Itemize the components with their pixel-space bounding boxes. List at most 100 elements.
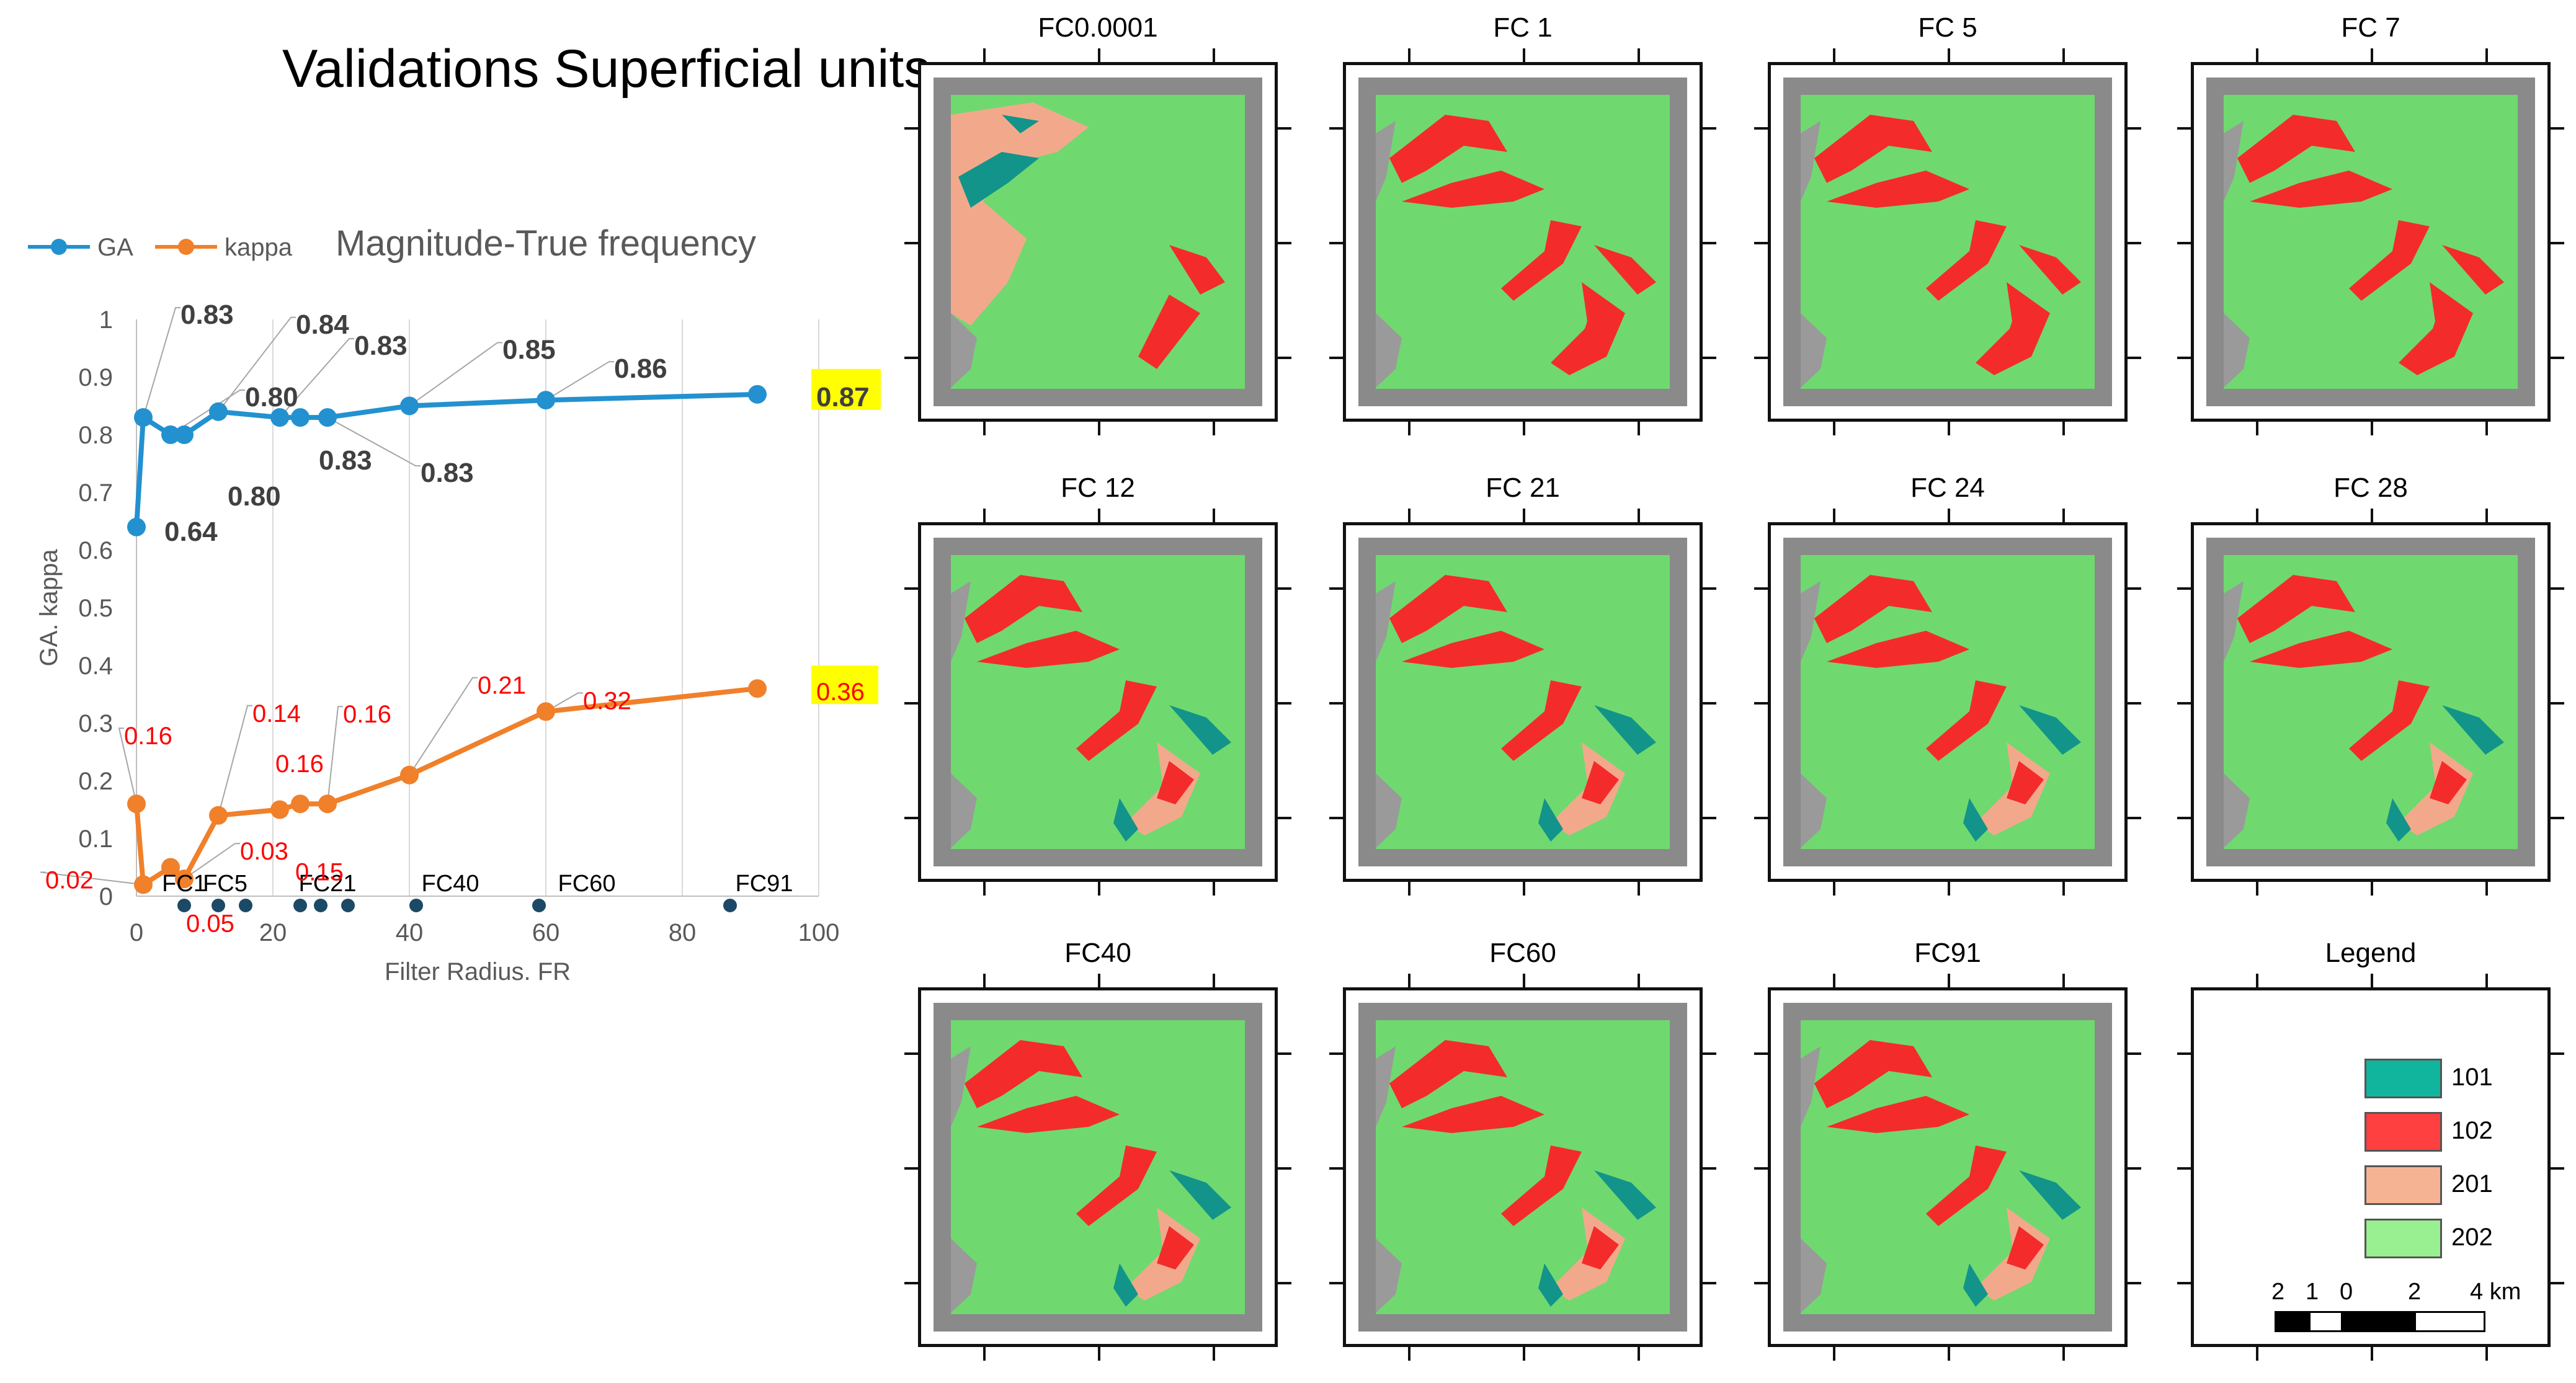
frame-tick	[1754, 702, 1768, 705]
frame-tick	[1523, 48, 1525, 62]
frame-tick	[2177, 817, 2191, 819]
unit-102-area	[1501, 1145, 1582, 1226]
y-tick-label: 0.9	[78, 364, 113, 391]
data-point-ga	[175, 425, 194, 444]
map-panel: FC 7	[2177, 12, 2564, 435]
map-panel-title: FC 28	[2333, 473, 2408, 503]
frame-tick	[1833, 422, 1835, 435]
data-label-ga: 0.80	[245, 382, 298, 412]
frame-tick	[2128, 702, 2141, 705]
map-panel-title: FC 21	[1486, 473, 1560, 503]
filter-marker-label: FC5	[203, 871, 247, 897]
frame-tick	[1833, 1347, 1835, 1361]
frame-tick	[2128, 817, 2141, 819]
highlight-box	[811, 665, 878, 705]
frame-tick	[1329, 817, 1343, 819]
frame-tick	[1213, 974, 1215, 987]
map-panel-title: FC 1	[1493, 12, 1553, 43]
frame-tick	[1408, 974, 1411, 987]
unit-101-area	[1113, 1263, 1138, 1307]
frame-tick	[1703, 242, 1716, 244]
frame-tick	[1833, 48, 1835, 62]
filter-marker	[341, 899, 355, 912]
frame-tick	[1278, 357, 1291, 359]
frame-tick	[1213, 882, 1215, 896]
frame-tick	[1329, 1052, 1343, 1055]
figure-title: Validations Superficial units	[282, 39, 931, 99]
frame-tick	[2551, 817, 2564, 819]
frame-tick	[1638, 882, 1640, 896]
map-panel: FC 1	[1329, 12, 1716, 435]
unit-102-area	[2237, 575, 2355, 643]
data-point-kappa	[134, 875, 153, 894]
legend-item-label: 201	[2451, 1170, 2493, 1198]
frame-tick	[2128, 1052, 2141, 1055]
filter-marker	[532, 899, 546, 912]
filter-marker	[177, 899, 191, 912]
data-label-kappa: 0.03	[240, 838, 288, 865]
frame-tick	[2062, 509, 2065, 522]
frame-tick	[1098, 1347, 1100, 1361]
frame-tick	[2128, 357, 2141, 359]
frame-tick	[904, 587, 918, 590]
leader-line	[409, 342, 502, 407]
frame-tick	[1523, 882, 1525, 896]
frame-tick	[983, 509, 986, 522]
x-tick-label: 40	[396, 919, 424, 946]
label-leader-lines	[40, 307, 614, 886]
data-point-kappa	[209, 806, 228, 825]
frame-tick	[2256, 509, 2258, 522]
frame-tick	[1523, 422, 1525, 435]
frame-tick	[1754, 817, 1768, 819]
unit-channel-area	[2442, 705, 2504, 755]
unit-101-area	[1963, 798, 1988, 842]
y-tick-label: 0.7	[78, 479, 113, 507]
leader-line	[118, 727, 137, 804]
frame-tick	[2485, 509, 2488, 522]
frame-tick	[1754, 1052, 1768, 1055]
frame-tick	[2551, 587, 2564, 590]
filter-marker-label: FC21	[299, 871, 357, 897]
map-image	[1783, 1003, 2112, 1332]
frame-tick	[904, 127, 918, 130]
map-panel: FC0.0001	[904, 12, 1291, 435]
chart-title: Magnitude-True frequency	[336, 223, 756, 264]
map-panel: FC 28	[2177, 473, 2564, 896]
frame-tick	[904, 242, 918, 244]
unit-102-area	[1582, 301, 1619, 344]
frame-tick	[1523, 509, 1525, 522]
unit-102-area	[1814, 1040, 1932, 1108]
frame-tick	[1948, 1347, 1950, 1361]
unit-102-area	[1827, 1096, 1969, 1133]
highlight-box	[811, 368, 881, 410]
unit-102-area	[2349, 220, 2430, 301]
frame-tick	[1948, 974, 1950, 987]
frame-tick	[1213, 1347, 1215, 1361]
leader-line	[409, 677, 478, 776]
frame-tick	[2551, 1282, 2564, 1284]
legend-marker-ga	[51, 239, 67, 255]
map-image	[2206, 78, 2535, 406]
legend-item-label: 101	[2451, 1064, 2493, 1091]
unit-102-area	[1814, 115, 1932, 183]
frame-tick	[1098, 422, 1100, 435]
unit-channel-area	[2442, 245, 2504, 295]
hillshade-patch	[1801, 1046, 1827, 1313]
frame-tick	[983, 48, 986, 62]
frame-tick	[904, 702, 918, 705]
data-label-ga: 0.83	[421, 458, 474, 488]
x-tick-label: 80	[669, 919, 697, 946]
frame-tick	[1754, 587, 1768, 590]
legend-swatch	[2364, 1059, 2442, 1098]
filter-marker	[723, 899, 737, 912]
data-point-kappa	[270, 800, 289, 819]
frame-tick	[1329, 1167, 1343, 1170]
frame-tick	[1098, 882, 1100, 896]
frame-tick	[1329, 357, 1343, 359]
scale-label: 1	[2306, 1279, 2319, 1305]
unit-101-area	[1963, 1263, 1988, 1307]
chart-legend: GA kappa	[28, 234, 293, 261]
frame-tick	[2371, 1347, 2373, 1361]
frame-tick	[2485, 48, 2488, 62]
frame-tick	[2256, 882, 2258, 896]
